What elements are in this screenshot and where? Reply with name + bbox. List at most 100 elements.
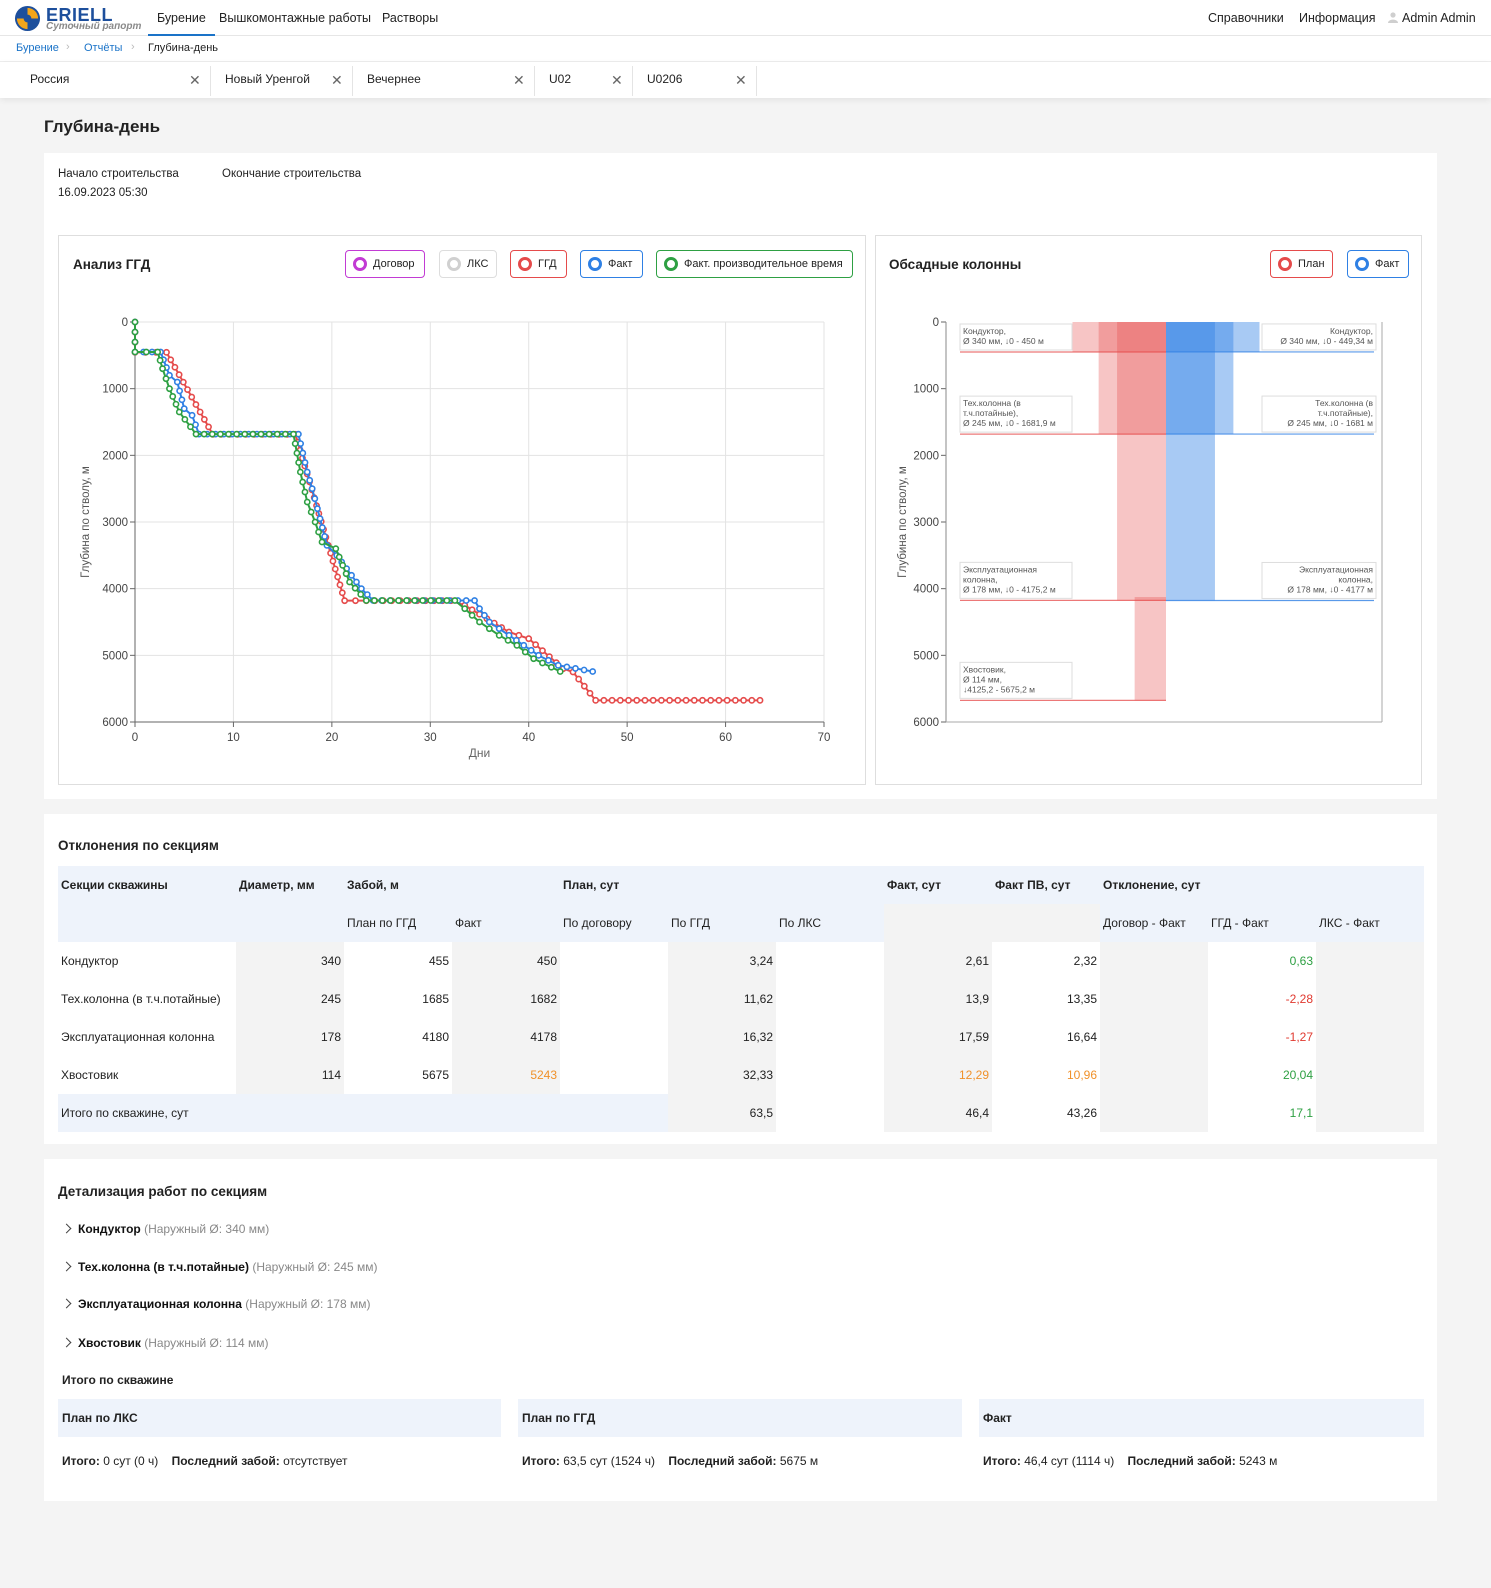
breadcrumb-drilling[interactable]: Бурение (16, 42, 59, 54)
series-point-fact (544, 656, 552, 664)
clear-icon[interactable]: ✕ (513, 72, 525, 88)
series-point-productive-time (495, 631, 503, 639)
cell-fact: 2,61 (884, 942, 993, 980)
y-tick-label: 4000 (102, 584, 128, 596)
cell-plan-ggd: 16,32 (668, 1018, 777, 1056)
cell-fact-pv: 2,32 (992, 942, 1101, 980)
series-point-productive-time (131, 328, 139, 336)
plan-casing-bar (1072, 322, 1166, 352)
series-point-fact (311, 495, 319, 503)
nav-fluids[interactable]: Растворы (382, 11, 439, 25)
col-plan: План, сут (560, 866, 885, 904)
summary-head-fact: Факт (979, 1399, 1424, 1437)
series-point-productive-time (225, 430, 232, 438)
series-point-ggd (175, 371, 183, 379)
series-point-productive-time (241, 430, 249, 438)
filter-well[interactable]: U0206 ✕ (633, 66, 757, 96)
series-point-productive-time (315, 528, 322, 536)
legend-ggd[interactable]: ГГД (510, 250, 567, 278)
nav-information[interactable]: Информация (1299, 11, 1376, 25)
subcol-dev-ggd: ГГД - Факт (1208, 904, 1317, 942)
series-point-productive-time (131, 338, 139, 346)
section-toggle-tech-column[interactable]: Тех.колонна (в т.ч.потайные) (Наружный Ø… (61, 1260, 378, 1274)
series-point-ggd (532, 641, 540, 649)
chevron-right-icon (61, 1337, 72, 1348)
clear-icon[interactable]: ✕ (189, 72, 201, 88)
summary-last-value: 5243 м (1239, 1454, 1278, 1468)
series-point-productive-time (513, 641, 521, 649)
legend-plan[interactable]: План (1270, 250, 1333, 278)
brand-subtitle: Суточный рапорт (46, 21, 142, 32)
cell-depth-fact: 1682 (452, 980, 561, 1018)
series-point-productive-time (476, 618, 483, 626)
construction-start-value: 16.09.2023 05:30 (58, 187, 148, 199)
table-total-row: Итого по скважине, сут 63,5 46,4 43,26 1… (58, 1094, 1425, 1132)
series-point-fact (535, 651, 542, 659)
series-point-ggd (327, 549, 334, 557)
series-point-productive-time (362, 597, 370, 604)
user-menu[interactable]: Admin Admin (1388, 0, 1476, 36)
casing-label-text: Ø 340 мм, ↓0 - 450 м (963, 336, 1044, 346)
series-point-productive-time (419, 597, 427, 604)
cell-fact: 12,29 (884, 1056, 993, 1094)
filter-country[interactable]: Россия ✕ (16, 66, 211, 96)
legend-productive-time[interactable]: Факт. производительное время (656, 250, 853, 278)
filter-bar: Россия ✕ Новый Уренгой ✕ Вечернее ✕ U02 … (0, 62, 1491, 98)
y-tick-label: 6000 (913, 717, 939, 729)
filter-field[interactable]: Новый Уренгой ✕ (211, 66, 353, 96)
cell-dev-contract (1100, 1018, 1209, 1056)
legend-ggd-label: ГГД (538, 258, 557, 270)
legend-contract[interactable]: Договор (345, 250, 425, 278)
clear-icon[interactable]: ✕ (735, 72, 747, 88)
legend-fact[interactable]: Факт (580, 250, 643, 278)
fact-casing-bar (1166, 322, 1234, 435)
casing-label-text: Ø 114 мм, (963, 674, 1002, 684)
series-point-productive-time (162, 375, 170, 383)
section-toggle-liner[interactable]: Хвостовик (Наружный Ø: 114 мм) (61, 1336, 269, 1350)
series-point-productive-time (200, 430, 208, 438)
section-toggle-conductor[interactable]: Кондуктор (Наружный Ø: 340 мм) (61, 1222, 270, 1236)
series-point-productive-time (403, 597, 410, 604)
legend-plan-label: План (1298, 258, 1325, 270)
legend-ring-icon (447, 257, 461, 271)
clear-icon[interactable]: ✕ (611, 72, 623, 88)
cell-fact-pv: 16,64 (992, 1018, 1101, 1056)
section-note: (Наружный Ø: 340 мм) (144, 1222, 270, 1236)
x-tick-label: 10 (227, 732, 240, 744)
cell-plan-contract (560, 980, 669, 1018)
eriell-logo[interactable]: ERIELL Суточный рапорт (14, 4, 144, 32)
legend-casing-fact[interactable]: Факт (1347, 250, 1409, 278)
series-point-productive-time (299, 478, 307, 486)
series-point-ggd (682, 696, 690, 704)
nav-rig-works[interactable]: Вышкомонтажные работы (219, 11, 372, 25)
cell-fact-pv: 10,96 (992, 1056, 1101, 1094)
breadcrumb-reports[interactable]: Отчёты (84, 42, 123, 54)
nav-drilling[interactable]: Бурение (148, 0, 215, 36)
nav-references[interactable]: Справочники (1208, 11, 1284, 25)
summary-last-label: Последний забой: (1127, 1454, 1236, 1468)
casing-label-text: ↓4125,2 - 5675,2 м (963, 684, 1035, 694)
series-point-fact (301, 459, 309, 466)
legend-casing-fact-label: Факт (1375, 258, 1400, 270)
casing-label-text: т.ч.потайные), (1318, 408, 1373, 418)
breadcrumb-chevron-icon: › (66, 41, 70, 53)
filter-pad[interactable]: U02 ✕ (535, 66, 633, 96)
cell-section: Тех.колонна (в т.ч.потайные) (58, 980, 236, 1018)
casing-axes: 0 1000 2000 3000 4000 5000 6000 Глубина по ство… (897, 317, 1383, 729)
filter-deposit[interactable]: Вечернее ✕ (353, 66, 535, 96)
deviations-table: Секции скважины Диаметр, мм Забой, м Пла… (58, 866, 1425, 1132)
cell-diameter: 245 (236, 980, 344, 1018)
section-toggle-production-column[interactable]: Эксплуатационная колонна (Наружный Ø: 17… (61, 1297, 370, 1311)
table-header-row: Секции скважины Диаметр, мм Забой, м Пла… (58, 866, 1425, 904)
x-tick-label: 70 (818, 732, 831, 744)
series-point-productive-time (556, 668, 564, 675)
series-point-productive-time (187, 423, 194, 431)
series-point-productive-time (169, 393, 177, 400)
series-point-fact (520, 641, 528, 649)
casing-label-text: Ø 178 мм, ↓0 - 4177 м (1287, 584, 1373, 594)
cell-depth-fact: 4178 (452, 1018, 561, 1056)
clear-icon[interactable]: ✕ (331, 72, 343, 88)
series-point-fact (318, 524, 326, 531)
legend-lks[interactable]: ЛКС (439, 250, 497, 278)
series-point-ggd (575, 675, 583, 683)
